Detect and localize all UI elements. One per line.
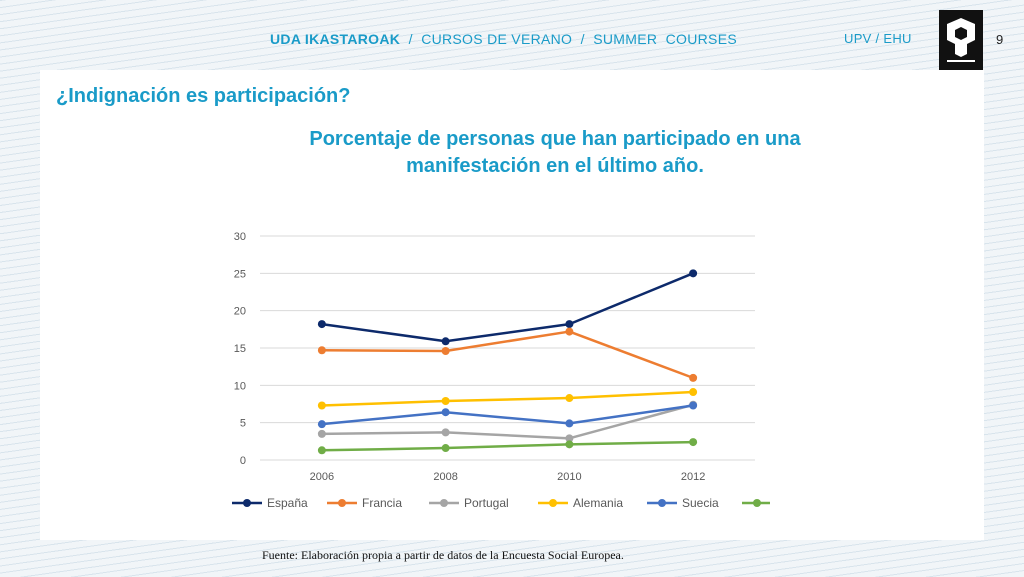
data-point — [317, 429, 326, 438]
legend-marker — [338, 499, 346, 507]
series-line — [321, 330, 694, 380]
data-point — [317, 401, 326, 410]
x-tick-label: 2010 — [557, 471, 581, 483]
data-point — [689, 269, 698, 278]
content-panel — [40, 70, 984, 540]
data-point — [441, 346, 450, 355]
y-tick-label: 15 — [234, 343, 246, 355]
data-point — [441, 337, 450, 346]
x-tick-label: 2006 — [310, 471, 334, 483]
data-point — [565, 320, 574, 329]
data-point — [565, 440, 574, 449]
data-point — [565, 434, 574, 443]
series-line — [321, 390, 694, 407]
source-note: Fuente: Elaboración propia a partir de d… — [262, 548, 624, 562]
data-point — [565, 419, 574, 428]
data-point — [689, 388, 698, 397]
y-tick-label: 30 — [234, 231, 246, 243]
header-course-line: UDA IKASTAROAK / CURSOS DE VERANO / SUMM… — [270, 31, 737, 47]
data-point — [689, 401, 698, 410]
header-course-en: SUMMER COURSES — [593, 31, 737, 47]
x-tick-label: 2012 — [681, 471, 705, 483]
legend-label: Francia — [362, 496, 402, 510]
legend-label: Suecia — [682, 496, 719, 510]
slide-title: ¿Indignación es participación? — [56, 85, 351, 107]
legend-marker — [549, 499, 557, 507]
header-separator: / — [580, 31, 585, 47]
y-tick-label: 10 — [234, 380, 246, 392]
data-point — [317, 446, 326, 455]
series-line — [321, 404, 694, 426]
header-org: UDA IKASTAROAK — [270, 31, 401, 47]
legend-label: España — [267, 496, 308, 510]
legend-marker — [658, 499, 666, 507]
legend-label: Alemania — [573, 496, 623, 510]
legend-marker — [753, 499, 761, 507]
line-chart: 0 5 10 15 20 25 30 2006 2008 2010 2012 España Franci… — [210, 220, 817, 520]
data-point — [441, 408, 450, 417]
header-university: UPV / EHU — [844, 31, 912, 46]
legend-label: Portugal — [464, 496, 509, 510]
chart-title: Porcentaje de personas que han participa… — [309, 128, 801, 177]
data-point — [441, 444, 450, 453]
data-point — [441, 397, 450, 406]
data-point — [689, 438, 698, 447]
top-header: UDA IKASTAROAK / CURSOS DE VERANO / SUMM… — [0, 31, 1024, 47]
data-point — [565, 327, 574, 336]
data-point — [317, 346, 326, 355]
series-line — [321, 403, 694, 440]
data-point — [317, 420, 326, 429]
y-tick-label: 25 — [234, 268, 246, 280]
university-logo — [939, 10, 983, 70]
data-point — [565, 394, 574, 403]
series-line — [321, 440, 694, 452]
x-tick-label: 2008 — [433, 471, 457, 483]
legend-marker — [440, 499, 448, 507]
chart-svg: 0 5 10 15 20 25 30 2006 2008 2010 2012 España Franci… — [232, 231, 817, 510]
header-course-es: CURSOS DE VERANO — [421, 31, 573, 47]
data-point — [689, 373, 698, 382]
legend-marker — [243, 499, 251, 507]
data-point — [441, 428, 450, 437]
y-tick-label: 5 — [240, 418, 246, 430]
y-tick-label: 20 — [234, 306, 246, 318]
series-line — [321, 272, 694, 343]
data-point — [317, 320, 326, 329]
header-separator: / — [408, 31, 413, 47]
page-number: 9 — [996, 32, 1004, 47]
y-tick-label: 0 — [240, 455, 246, 467]
